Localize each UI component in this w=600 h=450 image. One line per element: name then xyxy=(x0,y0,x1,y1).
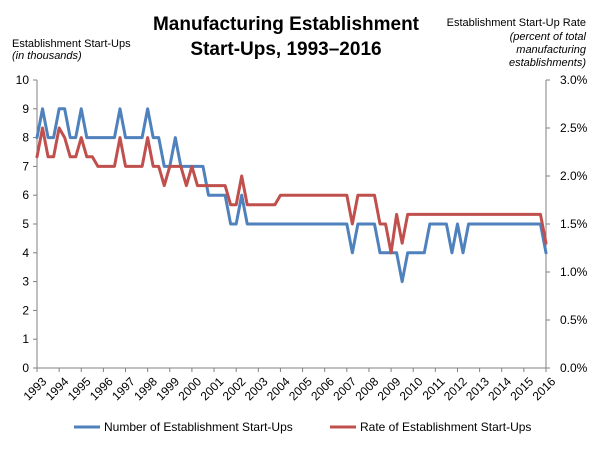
x-tick-label: 2012 xyxy=(441,374,470,403)
x-tick-label: 2004 xyxy=(264,374,293,403)
series-line-rate xyxy=(35,126,548,255)
right-axis-subtitle-line-3: establishments) xyxy=(509,57,586,69)
left-tick-label: 5 xyxy=(22,217,29,231)
right-axis-title: Establishment Start-Up Rate xyxy=(447,17,586,29)
x-tick-label: 1998 xyxy=(131,374,160,403)
left-tick-label: 6 xyxy=(22,188,29,202)
x-tick-label: 2015 xyxy=(507,374,536,403)
x-tick-label: 2000 xyxy=(175,374,204,403)
left-axis-ticks: 0 1 2 3 4 5 6 7 8 9 10 xyxy=(16,73,37,375)
x-axis-ticks: 1993199419951996199719981999200020012002… xyxy=(21,368,559,403)
x-tick-label: 1993 xyxy=(21,374,50,403)
x-tick-label: 2008 xyxy=(353,374,382,403)
left-axis-subtitle: (in thousands) xyxy=(12,50,82,62)
right-axis-subtitle-line-1: (percent of total xyxy=(510,31,587,43)
x-tick-label: 1994 xyxy=(43,374,72,403)
x-tick-label: 2005 xyxy=(286,374,315,403)
x-tick-label: 2011 xyxy=(420,374,448,402)
left-axis-title: Establishment Start-Ups xyxy=(12,38,131,50)
left-tick-label: 8 xyxy=(22,131,29,145)
x-tick-label: 2001 xyxy=(198,374,227,403)
right-axis-subtitle-line-2: manufacturing xyxy=(516,44,587,56)
x-tick-label: 2003 xyxy=(242,374,271,403)
chart-title-line-2: Start-Ups, 1993–2016 xyxy=(190,39,381,60)
right-tick-label: 1.0% xyxy=(560,265,588,279)
right-tick-label: 1.5% xyxy=(560,217,588,231)
x-tick-label: 2010 xyxy=(397,374,426,403)
left-tick-label: 2 xyxy=(22,303,29,317)
legend-label-startups: Number of Establishment Start-Ups xyxy=(104,420,293,434)
right-tick-label: 0.5% xyxy=(560,313,588,327)
right-axis-ticks: 0.0% 0.5% 1.0% 1.5% 2.0% 2.5% 3.0% xyxy=(546,73,588,375)
right-tick-label: 2.5% xyxy=(560,121,588,135)
left-tick-label: 0 xyxy=(22,361,29,375)
x-tick-label: 2002 xyxy=(220,374,249,403)
x-tick-label: 2016 xyxy=(530,374,559,403)
x-tick-label: 1996 xyxy=(87,374,116,403)
left-tick-label: 4 xyxy=(22,246,29,260)
right-tick-label: 2.0% xyxy=(560,169,588,183)
series-line-startups xyxy=(35,107,548,284)
x-tick-label: 2009 xyxy=(375,374,404,403)
x-tick-label: 2014 xyxy=(485,374,514,403)
left-tick-label: 7 xyxy=(22,159,29,173)
x-tick-label: 1999 xyxy=(153,374,182,403)
left-tick-label: 9 xyxy=(22,102,29,116)
left-tick-label: 3 xyxy=(22,275,29,289)
right-tick-label: 3.0% xyxy=(560,73,588,87)
x-tick-label: 2007 xyxy=(330,374,359,403)
left-tick-label: 1 xyxy=(22,332,29,346)
x-tick-label: 2006 xyxy=(308,374,337,403)
chart-title-line-1: Manufacturing Establishment xyxy=(153,14,420,35)
x-tick-label: 1995 xyxy=(65,374,94,403)
right-tick-label: 0.0% xyxy=(560,361,588,375)
legend: Number of Establishment Start-Ups Rate o… xyxy=(74,420,531,434)
legend-label-rate: Rate of Establishment Start-Ups xyxy=(360,420,531,434)
chart-series xyxy=(35,107,548,284)
left-tick-label: 10 xyxy=(16,73,30,87)
x-tick-label: 1997 xyxy=(109,374,138,403)
x-tick-label: 2013 xyxy=(463,374,492,403)
